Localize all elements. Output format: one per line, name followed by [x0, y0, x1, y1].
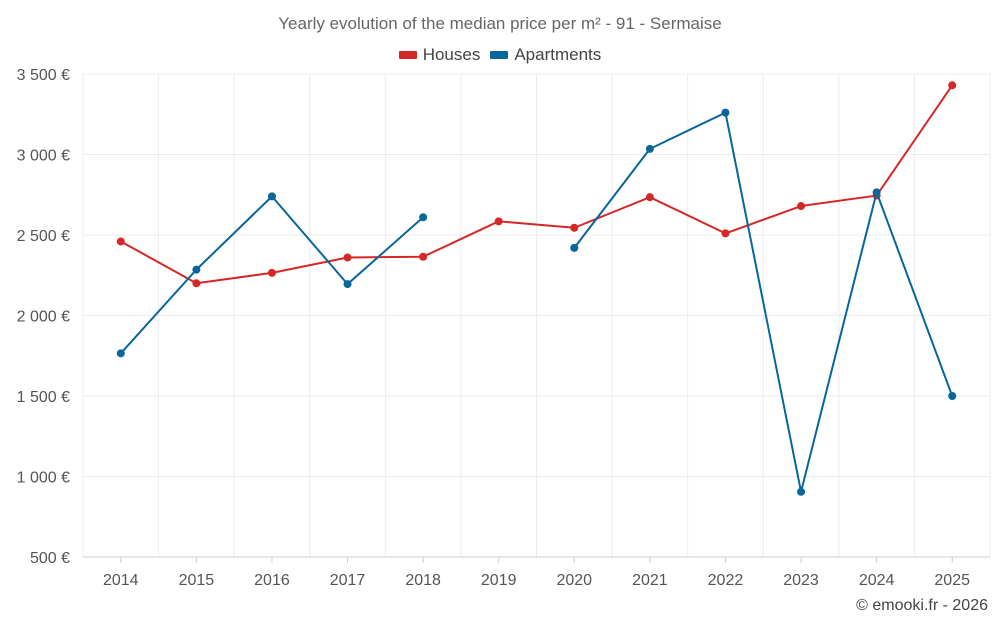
data-point-apartments — [419, 213, 428, 222]
legend-swatch-houses — [398, 51, 417, 59]
chart-title: Yearly evolution of the median price per… — [278, 14, 722, 33]
data-point-houses — [192, 279, 201, 288]
x-tick-label: 2016 — [254, 572, 290, 589]
x-tick-label: 2024 — [859, 572, 895, 589]
x-tick-label: 2020 — [556, 572, 592, 589]
x-tick-label: 2018 — [405, 572, 441, 589]
data-point-apartments — [343, 280, 352, 289]
legend-label-houses: Houses — [422, 45, 481, 64]
data-point-houses — [116, 237, 125, 246]
legend-item-houses[interactable]: Houses — [398, 45, 481, 65]
x-tick-label: 2015 — [179, 572, 215, 589]
data-point-apartments — [797, 487, 806, 496]
data-point-houses — [343, 253, 352, 262]
y-tick-label: 3 000 € — [17, 148, 70, 165]
data-point-houses — [267, 268, 276, 277]
data-point-apartments — [267, 192, 276, 201]
data-point-houses — [721, 229, 730, 238]
data-point-houses — [645, 193, 654, 202]
x-tick-label: 2019 — [481, 572, 517, 589]
legend-label-apartments: Apartments — [514, 45, 602, 64]
y-tick-label: 1 000 € — [17, 470, 70, 487]
x-tick-label: 2023 — [783, 572, 819, 589]
data-point-apartments — [948, 392, 957, 400]
x-tick-label: 2014 — [103, 572, 139, 589]
legend-swatch-apartments — [490, 51, 509, 59]
x-tick-label: 2025 — [934, 572, 970, 589]
y-tick-label: 2 000 € — [17, 309, 70, 326]
data-point-apartments — [192, 265, 201, 274]
data-point-houses — [948, 81, 957, 90]
y-tick-label: 2 500 € — [17, 228, 70, 245]
data-point-apartments — [872, 188, 881, 197]
data-point-houses — [570, 223, 579, 232]
x-tick-label: 2021 — [632, 572, 668, 589]
x-tick-label: 2022 — [708, 572, 744, 589]
y-tick-label: 3 500 € — [17, 67, 70, 84]
y-tick-label: 1 500 € — [17, 389, 70, 406]
series-line-houses — [120, 84, 954, 285]
y-tick-label: 500 € — [30, 550, 70, 567]
data-point-apartments — [721, 108, 730, 117]
credit-text: © emooki.fr - 2026 — [856, 597, 988, 614]
data-point-apartments — [116, 349, 125, 358]
series-line-apartments — [573, 111, 954, 493]
data-point-apartments — [570, 243, 579, 252]
x-tick-label: 2017 — [330, 572, 366, 589]
data-point-apartments — [645, 144, 654, 153]
data-point-houses — [797, 202, 806, 211]
chart-legend: Houses Apartments — [0, 45, 1000, 65]
legend-item-apartments[interactable]: Apartments — [490, 45, 601, 65]
data-point-houses — [419, 252, 428, 261]
data-point-houses — [494, 217, 503, 226]
